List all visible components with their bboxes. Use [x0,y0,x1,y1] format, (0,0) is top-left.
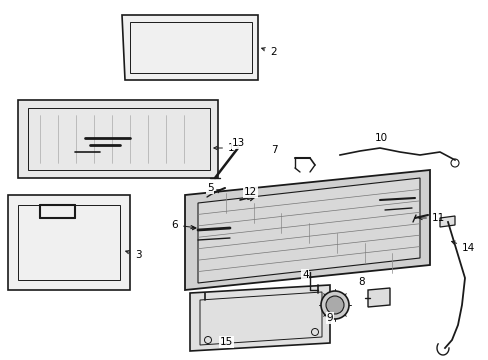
Text: 1: 1 [213,143,234,153]
Polygon shape [8,195,130,290]
Polygon shape [18,205,120,280]
Circle shape [325,296,343,314]
Polygon shape [18,100,218,178]
Polygon shape [28,108,209,170]
Text: 6: 6 [171,220,194,230]
Polygon shape [190,285,329,351]
Polygon shape [367,288,389,307]
Text: 3: 3 [125,250,142,260]
Polygon shape [130,22,251,73]
Text: 8: 8 [358,277,364,287]
Polygon shape [198,178,419,283]
Polygon shape [184,170,429,290]
Text: 11: 11 [418,213,445,223]
Text: 9: 9 [326,313,333,323]
Text: 4: 4 [302,270,308,280]
Text: 15: 15 [220,337,233,347]
Text: 12: 12 [244,187,257,197]
Text: 14: 14 [451,241,474,253]
Polygon shape [200,292,321,345]
Text: 10: 10 [374,133,387,143]
Text: 7: 7 [271,145,278,155]
Text: 13: 13 [231,138,245,148]
Text: 5: 5 [206,183,213,193]
Polygon shape [439,216,454,227]
Polygon shape [122,15,258,80]
Text: 2: 2 [261,47,276,57]
Circle shape [320,291,348,319]
